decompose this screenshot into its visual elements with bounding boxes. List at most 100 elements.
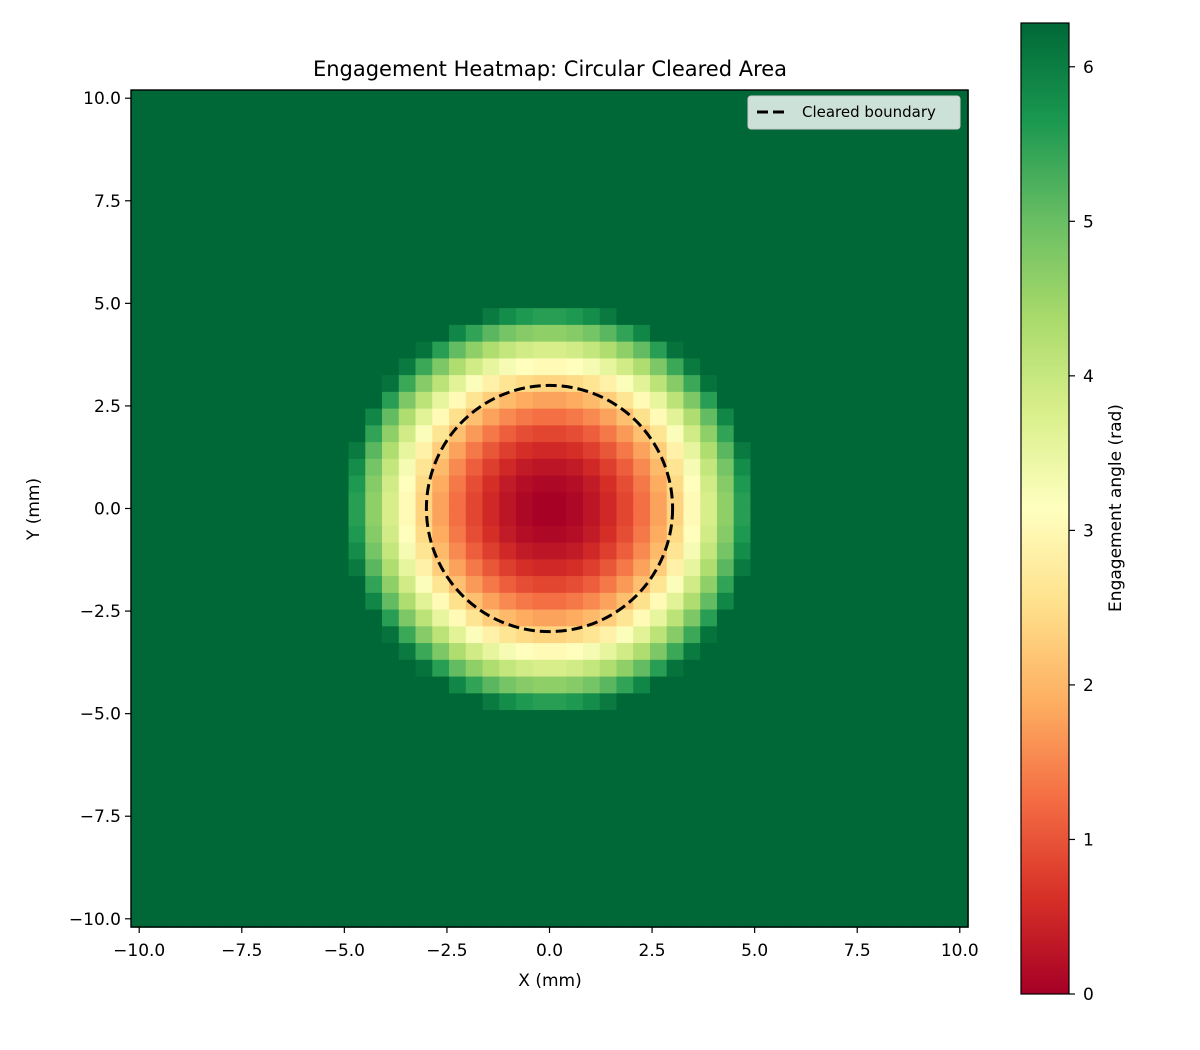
heatmap-cell <box>532 759 551 778</box>
heatmap-cell <box>147 341 165 359</box>
heatmap-cell <box>951 541 969 560</box>
heatmap-cell <box>683 491 701 510</box>
heatmap-cell <box>716 475 735 493</box>
heatmap-cell <box>298 709 316 727</box>
heatmap-cell <box>331 140 350 158</box>
heatmap-cell <box>248 391 266 409</box>
heatmap-cell <box>599 357 618 376</box>
heatmap-cell <box>633 324 651 342</box>
heatmap-cell <box>264 659 283 677</box>
heatmap-cell <box>633 307 651 325</box>
heatmap-cell <box>398 374 417 392</box>
heatmap-cell <box>767 860 785 878</box>
heatmap-cell <box>834 408 852 426</box>
heatmap-cell <box>348 173 366 191</box>
heatmap-cell <box>683 341 701 359</box>
cleared-boundary-circle <box>424 383 675 634</box>
heatmap-cell <box>800 173 819 191</box>
heatmap-cell <box>231 374 249 392</box>
heatmap-cell <box>264 190 283 208</box>
heatmap-cell <box>951 458 969 476</box>
heatmap-cell <box>767 274 785 292</box>
heatmap-cell <box>683 675 701 694</box>
heatmap-cell <box>231 357 249 376</box>
heatmap-cell <box>482 458 500 476</box>
heatmap-cell <box>465 558 484 577</box>
heatmap-cell <box>482 843 500 861</box>
heatmap-cell <box>582 207 601 225</box>
heatmap-cell <box>800 441 819 459</box>
heatmap-cell <box>315 508 333 526</box>
heatmap-cell <box>365 575 383 593</box>
heatmap-cell <box>281 240 299 258</box>
heatmap-cell <box>532 793 551 811</box>
heatmap-cell <box>934 140 953 158</box>
heatmap-cell <box>683 123 701 141</box>
heatmap-cell <box>901 257 919 275</box>
heatmap-cell <box>315 726 333 744</box>
heatmap-cell <box>800 207 819 225</box>
heatmap-cell <box>365 508 383 526</box>
heatmap-cell <box>783 709 802 727</box>
heatmap-cell <box>164 910 182 928</box>
heatmap-cell <box>130 89 149 108</box>
colorbar-tick-label: 0 <box>1083 985 1094 1005</box>
heatmap-cell <box>817 843 835 861</box>
heatmap-cell <box>767 910 785 928</box>
heatmap-cell <box>532 910 551 928</box>
heatmap-cell <box>147 508 165 526</box>
heatmap-cell <box>666 625 685 644</box>
heatmap-cell <box>164 860 182 878</box>
heatmap-cell <box>197 458 216 476</box>
heatmap-cell <box>516 642 534 660</box>
heatmap-cell <box>549 625 567 644</box>
heatmap-cell <box>683 441 701 459</box>
heatmap-cell <box>315 793 333 811</box>
heatmap-cell <box>130 793 149 811</box>
x-tick-label: 0.0 <box>536 941 563 961</box>
heatmap-cell <box>884 307 902 325</box>
heatmap-cell <box>683 240 701 258</box>
heatmap-cell <box>566 307 584 325</box>
heatmap-cell <box>248 458 266 476</box>
heatmap-cell <box>197 809 216 828</box>
heatmap-cell <box>264 458 283 476</box>
heatmap-cell <box>599 140 618 158</box>
heatmap-cell <box>599 726 618 744</box>
heatmap-cell <box>733 156 752 175</box>
heatmap-cell <box>767 793 785 811</box>
heatmap-cell <box>767 742 785 761</box>
heatmap-cell <box>432 575 450 593</box>
heatmap-cell <box>164 558 182 577</box>
heatmap-cell <box>231 541 249 560</box>
heatmap-cell <box>281 793 299 811</box>
heatmap-cell <box>315 742 333 761</box>
heatmap-cell <box>482 207 500 225</box>
heatmap-cell <box>716 860 735 878</box>
heatmap-cell <box>767 843 785 861</box>
heatmap-cell <box>147 89 165 108</box>
heatmap-cell <box>348 240 366 258</box>
heatmap-cell <box>449 860 467 878</box>
heatmap-cell <box>901 659 919 677</box>
heatmap-cell <box>264 709 283 727</box>
heatmap-cell <box>331 207 350 225</box>
heatmap-cell <box>147 475 165 493</box>
heatmap-cell <box>867 726 886 744</box>
heatmap-cell <box>817 156 835 175</box>
heatmap-cell <box>834 759 852 778</box>
heatmap-cell <box>700 793 718 811</box>
heatmap-cell <box>616 558 634 577</box>
heatmap-cell <box>884 860 902 878</box>
heatmap-cell <box>365 424 383 443</box>
heatmap-cell <box>499 508 517 526</box>
heatmap-cell <box>382 575 400 593</box>
heatmap-cell <box>934 558 953 577</box>
heatmap-cell <box>783 759 802 778</box>
heatmap-cell <box>616 140 634 158</box>
heatmap-cell <box>934 341 953 359</box>
heatmap-cell <box>934 324 953 342</box>
heatmap-cell <box>382 525 400 543</box>
heatmap-cell <box>499 223 517 242</box>
heatmap-cell <box>147 441 165 459</box>
